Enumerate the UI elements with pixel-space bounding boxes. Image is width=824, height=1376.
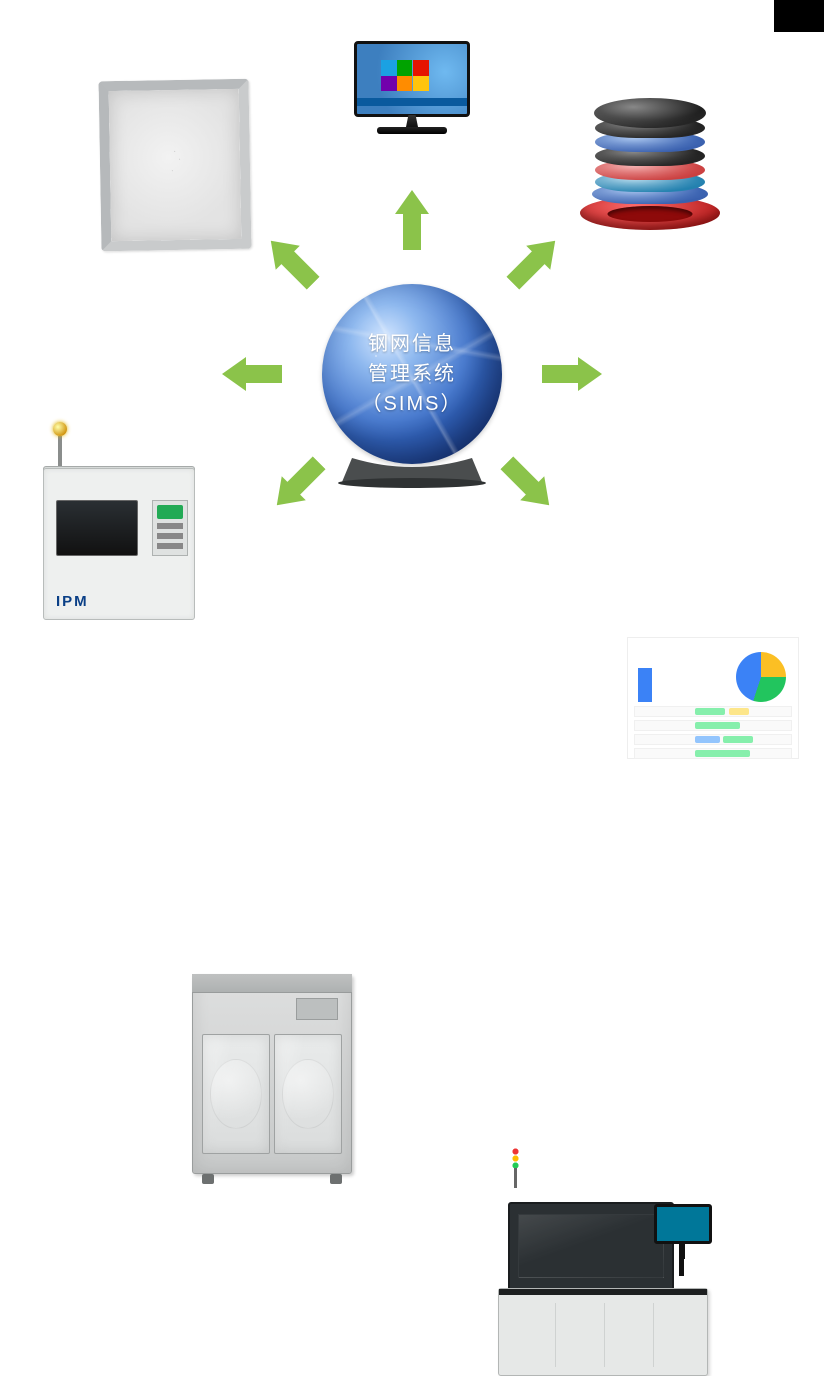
arrow-up-right (492, 220, 577, 305)
dashboard-rows-icon (634, 706, 792, 752)
node-dashboard (628, 638, 798, 758)
wafer-disc-icon (594, 98, 706, 128)
node-desktop-pc (352, 34, 472, 144)
corner-decoration (774, 0, 824, 32)
machine-panel-icon (152, 500, 188, 556)
monitor-icon (654, 1204, 712, 1244)
cabinet-door-icon (274, 1034, 342, 1154)
arrow-up (382, 190, 442, 250)
hub-stand (332, 458, 492, 488)
arrow-right (542, 344, 602, 404)
inspect-upper-icon (508, 1202, 674, 1290)
cabinet-feet-icon (200, 1174, 344, 1184)
cabinet-door-icon (202, 1034, 270, 1154)
node-stencil-frame (100, 80, 250, 250)
beacon-icon (514, 1168, 517, 1188)
machine-window-icon (56, 500, 138, 556)
node-ipm-machine: IPM (38, 440, 198, 620)
cabinet-top-icon (192, 974, 352, 993)
inspect-counter-icon (498, 1288, 708, 1376)
ipm-logo: IPM (56, 593, 89, 610)
diagram-stage: 钢网信息 管理系统 （SIMS） (0, 0, 824, 748)
bar-chart-icon (638, 668, 652, 702)
arrow-left (222, 344, 282, 404)
hub-label: 钢网信息 管理系统 （SIMS） (362, 329, 463, 419)
arrow-down-right (486, 442, 571, 527)
pc-stand-icon (387, 115, 437, 137)
node-wafer-stack (575, 88, 725, 228)
arrow-down-left (256, 442, 341, 527)
cabinet-controls-icon (296, 998, 338, 1020)
node-inspection-machine (498, 1186, 708, 1376)
node-washing-cabinet (192, 974, 352, 1174)
pie-chart-icon (736, 652, 786, 702)
stencil-frame-icon (99, 79, 252, 252)
hub-sphere: 钢网信息 管理系统 （SIMS） (322, 284, 502, 464)
arrow-up-left (250, 220, 335, 305)
beacon-icon (58, 436, 62, 466)
pc-screen-icon (354, 41, 470, 117)
